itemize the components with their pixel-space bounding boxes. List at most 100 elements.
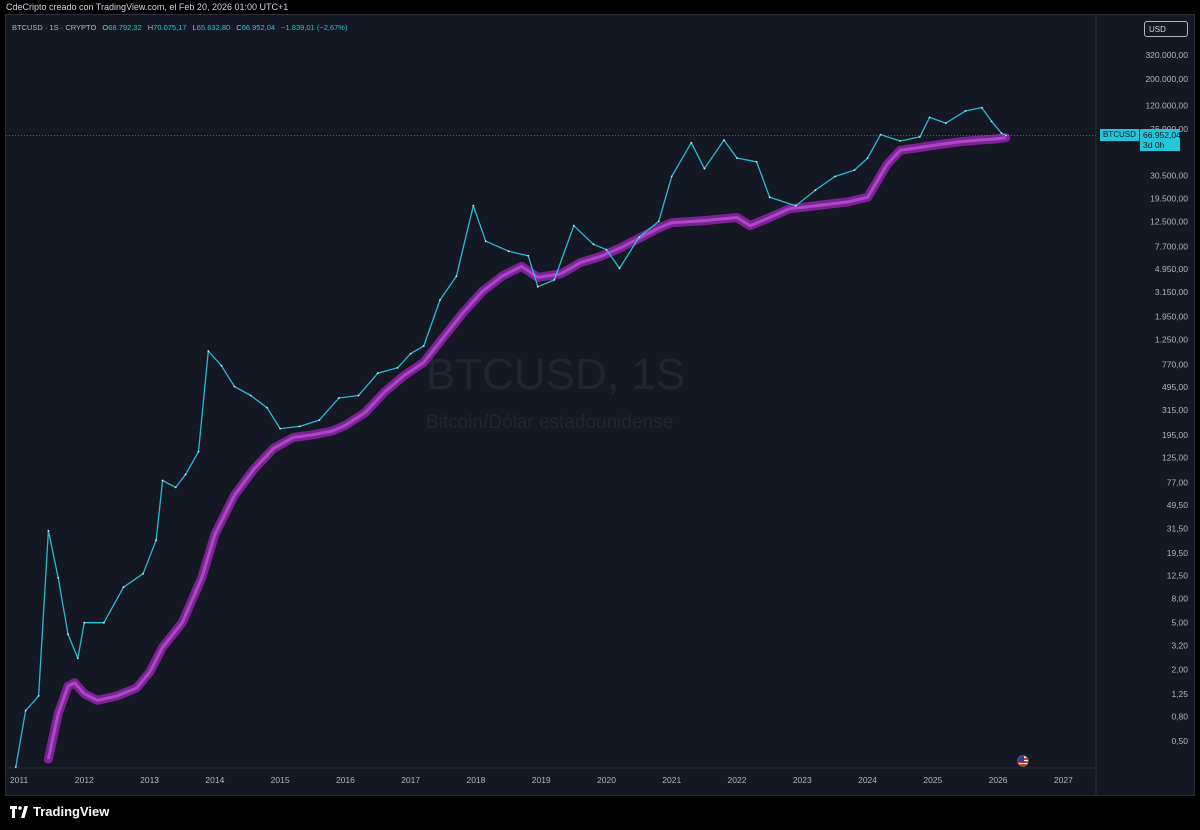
price-point — [318, 419, 321, 421]
price-point — [184, 473, 187, 476]
y-tick-label: 770,00 — [1162, 359, 1188, 369]
price-point — [220, 364, 223, 367]
symbol-price-label: BTCUSD — [1100, 129, 1139, 142]
price-point — [866, 157, 869, 160]
price-point — [879, 133, 882, 136]
price-point — [592, 243, 595, 246]
ohlc-legend: BTCUSD · 1S · CRYPTO O68.792,32 H70.075,… — [12, 23, 347, 32]
price-point — [670, 175, 673, 178]
price-point — [964, 110, 967, 112]
price-point — [357, 394, 360, 397]
price-point — [618, 267, 621, 270]
x-tick-label: 2023 — [793, 775, 812, 785]
y-tick-label: 320.000,00 — [1145, 50, 1188, 60]
y-tick-label: 0,50 — [1171, 736, 1188, 746]
legend-high-label: H — [147, 23, 154, 32]
support-band-core — [46, 136, 1007, 760]
price-point — [484, 240, 487, 243]
price-point — [918, 136, 921, 138]
price-point — [338, 397, 340, 399]
price-point — [207, 350, 210, 352]
y-tick-label: 19,50 — [1167, 548, 1189, 558]
x-tick-label: 2015 — [271, 775, 290, 785]
y-tick-label: 1,25 — [1171, 689, 1188, 699]
price-chart[interactable]: 500.000,00320.000,00200.000,00120.000,00… — [6, 15, 1195, 796]
price-point — [142, 572, 145, 575]
y-tick-label: 7.700,00 — [1155, 241, 1188, 251]
price-point — [572, 224, 575, 227]
price-point — [47, 529, 50, 532]
chart-area[interactable]: BTCUSD, 1S Bitcoin/Dólar estadounidense … — [5, 14, 1195, 796]
y-tick-label: 125,00 — [1162, 453, 1188, 463]
x-tick-label: 2017 — [401, 775, 420, 785]
price-point — [197, 450, 200, 453]
y-tick-label: 3.150,00 — [1155, 287, 1188, 297]
y-tick-label: 1.950,00 — [1155, 312, 1188, 322]
price-point — [928, 116, 931, 119]
price-point — [768, 196, 771, 199]
y-tick-label: 5,00 — [1171, 618, 1188, 628]
y-tick-label: 30.500,00 — [1150, 171, 1188, 181]
x-tick-label: 2026 — [989, 775, 1008, 785]
legend-low-label: L — [192, 23, 197, 32]
x-tick-label: 2022 — [728, 775, 747, 785]
x-tick-label: 2027 — [1054, 775, 1073, 785]
price-point — [638, 236, 640, 239]
price-point — [155, 539, 158, 542]
x-tick-label: 2025 — [923, 775, 942, 785]
price-point — [396, 366, 399, 369]
price-point — [834, 175, 836, 178]
price-point — [103, 621, 105, 624]
y-tick-label: 4.950,00 — [1155, 264, 1188, 274]
price-point — [899, 140, 902, 142]
price-point — [553, 279, 556, 281]
footer: TradingView — [0, 796, 1200, 830]
price-point — [537, 285, 539, 288]
last-price-tag: 66.952,04 3d 0h — [1140, 129, 1181, 152]
tradingview-logo-icon — [10, 805, 28, 818]
bar-countdown: 3d 0h — [1143, 140, 1165, 151]
x-tick-label: 2024 — [858, 775, 877, 785]
price-point — [377, 372, 379, 374]
price-point — [527, 254, 530, 257]
price-point — [794, 204, 797, 207]
price-point — [945, 122, 947, 124]
price-point — [57, 576, 60, 579]
y-tick-label: 495,00 — [1162, 382, 1188, 392]
tradingview-logo[interactable]: TradingView — [10, 804, 109, 819]
price-point — [1000, 132, 1003, 134]
last-price-value: 66.952,04 — [1143, 130, 1181, 141]
x-tick-label: 2016 — [336, 775, 355, 785]
x-tick-label: 2020 — [597, 775, 616, 785]
price-point — [67, 633, 69, 636]
price-point — [174, 486, 177, 489]
price-point — [298, 425, 301, 428]
y-tick-label: 31,50 — [1167, 523, 1189, 533]
tradingview-brand-text: TradingView — [33, 804, 110, 819]
price-series — [15, 106, 1007, 768]
symbol-watermark-subtitle: Bitcoin/Dólar estadounidense — [426, 412, 674, 433]
y-tick-label: 200.000,00 — [1145, 74, 1188, 84]
price-point — [409, 352, 412, 355]
price-point — [439, 299, 441, 301]
price-point — [472, 204, 475, 207]
y-tick-label: 195,00 — [1162, 430, 1188, 440]
legend-change: −1.839,01 (−2,67%) — [281, 23, 348, 32]
legend-symbol: BTCUSD · 1S · CRYPTO — [12, 23, 97, 32]
y-tick-label: 8,00 — [1171, 594, 1188, 604]
x-tick-label: 2013 — [140, 775, 159, 785]
x-tick-label: 2012 — [75, 775, 94, 785]
x-tick-label: 2014 — [205, 775, 224, 785]
price-point — [14, 766, 17, 768]
price-point — [690, 141, 693, 144]
price-point — [24, 709, 27, 712]
price-point — [83, 621, 86, 624]
legend-close: 66.952,04 — [241, 23, 276, 32]
us-flag-icon[interactable] — [1017, 755, 1029, 767]
y-tick-label: 0,80 — [1171, 712, 1188, 722]
support-band-series — [43, 133, 1011, 764]
price-point — [507, 250, 510, 253]
y-tick-label: 19.500,00 — [1150, 194, 1188, 204]
currency-selector[interactable]: USD — [1144, 21, 1188, 37]
